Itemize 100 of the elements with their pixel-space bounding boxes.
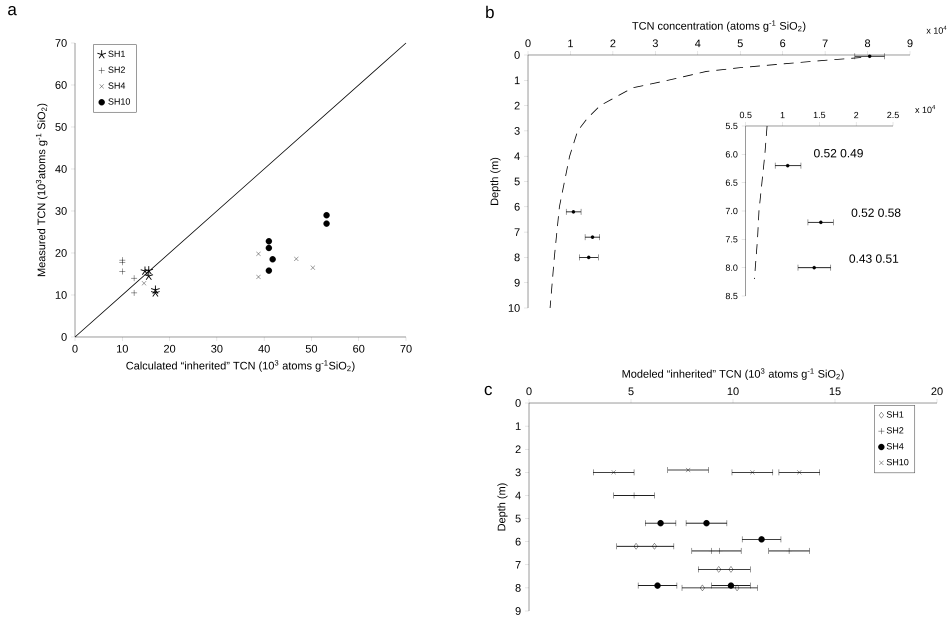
y-tick-label: 40 bbox=[55, 165, 67, 173]
text: b bbox=[486, 6, 494, 18]
point bbox=[728, 582, 734, 589]
point bbox=[119, 259, 126, 266]
x-tick-label: 2 bbox=[854, 112, 858, 118]
point bbox=[323, 212, 330, 218]
y-tick-label: 5.5 bbox=[726, 122, 738, 130]
point bbox=[708, 548, 715, 554]
x-tick-label: 4 bbox=[694, 40, 700, 48]
x-tick-label: 10 bbox=[117, 344, 128, 353]
text: c bbox=[484, 386, 492, 396]
point bbox=[590, 235, 594, 239]
y-tick-label: 8.5 bbox=[726, 292, 738, 300]
x-tick-label: 0 bbox=[525, 39, 531, 48]
text: x 10$^{4}$ bbox=[915, 104, 936, 114]
y-tick-label: 6.5 bbox=[726, 179, 738, 186]
point bbox=[652, 543, 657, 550]
y-tick-label: 6.0 bbox=[726, 151, 738, 158]
point bbox=[634, 543, 639, 550]
point bbox=[758, 536, 765, 543]
y-tick-label: 50 bbox=[55, 123, 67, 131]
x-tick-label: 9 bbox=[907, 39, 913, 48]
x-tick-label: 7 bbox=[822, 40, 828, 48]
point bbox=[728, 566, 734, 573]
text: a bbox=[8, 6, 17, 16]
point bbox=[266, 267, 272, 274]
y-tick-label: 20 bbox=[56, 249, 67, 257]
point bbox=[150, 288, 160, 297]
point bbox=[119, 256, 126, 264]
point bbox=[150, 285, 160, 294]
y-tick-label: 3 bbox=[514, 127, 520, 135]
point bbox=[611, 470, 616, 475]
point bbox=[716, 566, 722, 573]
legend-label: SH2 bbox=[108, 66, 125, 73]
point bbox=[703, 520, 710, 526]
y-tick-label: 10 bbox=[508, 304, 520, 312]
x-tick-label: 50 bbox=[306, 344, 318, 353]
x-tick-label: 1.5 bbox=[814, 112, 826, 118]
legend-label: SH2 bbox=[886, 427, 904, 434]
point bbox=[819, 220, 823, 224]
point bbox=[686, 468, 690, 472]
point bbox=[323, 220, 330, 227]
point bbox=[700, 584, 705, 592]
y-tick-label: 4 bbox=[515, 492, 521, 500]
point bbox=[572, 210, 576, 214]
point bbox=[796, 470, 802, 475]
x-tick-label: 5 bbox=[738, 40, 743, 48]
point bbox=[812, 266, 816, 270]
point bbox=[256, 274, 261, 280]
y-tick-label: 10 bbox=[56, 291, 67, 299]
point bbox=[734, 584, 740, 592]
point bbox=[119, 268, 126, 275]
x-axis-title: Calculated “inherited” TCN (10$^{3}$ atoms g$^{-1}$SiO$_{2}$) bbox=[126, 360, 355, 372]
legend-label: SH10 bbox=[108, 98, 130, 105]
y-tick-label: 60 bbox=[56, 81, 67, 89]
point bbox=[294, 256, 299, 262]
point bbox=[140, 266, 150, 276]
point bbox=[144, 271, 154, 280]
legend-label: SH4 bbox=[886, 443, 904, 450]
x-tick-label: 30 bbox=[211, 344, 223, 353]
text: x 10$^{4}$ bbox=[926, 26, 946, 34]
x-tick-label: 1 bbox=[780, 112, 785, 118]
legend-label: SH1 bbox=[886, 411, 904, 418]
y-tick-label: 0 bbox=[61, 333, 67, 341]
y-tick-label: 0 bbox=[515, 399, 521, 407]
x-axis-title: Modeled “inherited” TCN (10$^{3}$ atoms g$^{-1}$ SiO$_{2}$) bbox=[622, 368, 844, 380]
x-tick-label: 0.5 bbox=[740, 112, 752, 118]
point bbox=[142, 280, 146, 286]
y-tick-label: 9 bbox=[514, 278, 520, 287]
x-tick-label: 60 bbox=[353, 344, 364, 353]
y-tick-label: 4 bbox=[514, 152, 520, 160]
point bbox=[786, 548, 792, 554]
x-tick-label: 20 bbox=[931, 387, 943, 396]
point bbox=[269, 256, 276, 262]
point bbox=[630, 492, 638, 499]
x-tick-label: 0 bbox=[72, 344, 78, 353]
x-tick-label: 5 bbox=[628, 388, 634, 396]
y-axis-title: Measured TCN (10$^{3}$atoms g$^{-1}$ SiO$_{2}$) bbox=[36, 104, 48, 276]
y-tick-label: 2 bbox=[514, 102, 520, 110]
y-tick-label: 6 bbox=[516, 538, 521, 546]
y-tick-label: 7.0 bbox=[726, 208, 738, 214]
x-tick-label: 3 bbox=[652, 39, 658, 48]
point bbox=[654, 582, 661, 589]
x-tick-label: 0 bbox=[526, 387, 532, 396]
y-axis-title: Depth (m) bbox=[490, 158, 500, 205]
annotation: 0.52 0.58 bbox=[852, 208, 900, 217]
y-tick-label: 7 bbox=[514, 228, 520, 236]
x-tick-label: 6 bbox=[780, 39, 786, 48]
x-tick-label: 2.5 bbox=[887, 112, 899, 118]
y-tick-label: 8 bbox=[516, 584, 521, 592]
point bbox=[256, 252, 261, 256]
y-tick-label: 1 bbox=[514, 76, 520, 84]
x-tick-label: 40 bbox=[258, 344, 270, 353]
x-tick-label: 20 bbox=[164, 344, 176, 353]
y-tick-label: 7.5 bbox=[726, 236, 738, 242]
y-tick-label: 5 bbox=[515, 514, 521, 522]
x-tick-label: 1 bbox=[568, 40, 573, 48]
x-tick-label: 8 bbox=[864, 39, 870, 48]
y-tick-label: 2 bbox=[516, 445, 521, 454]
x-tick-label: 70 bbox=[400, 344, 412, 353]
